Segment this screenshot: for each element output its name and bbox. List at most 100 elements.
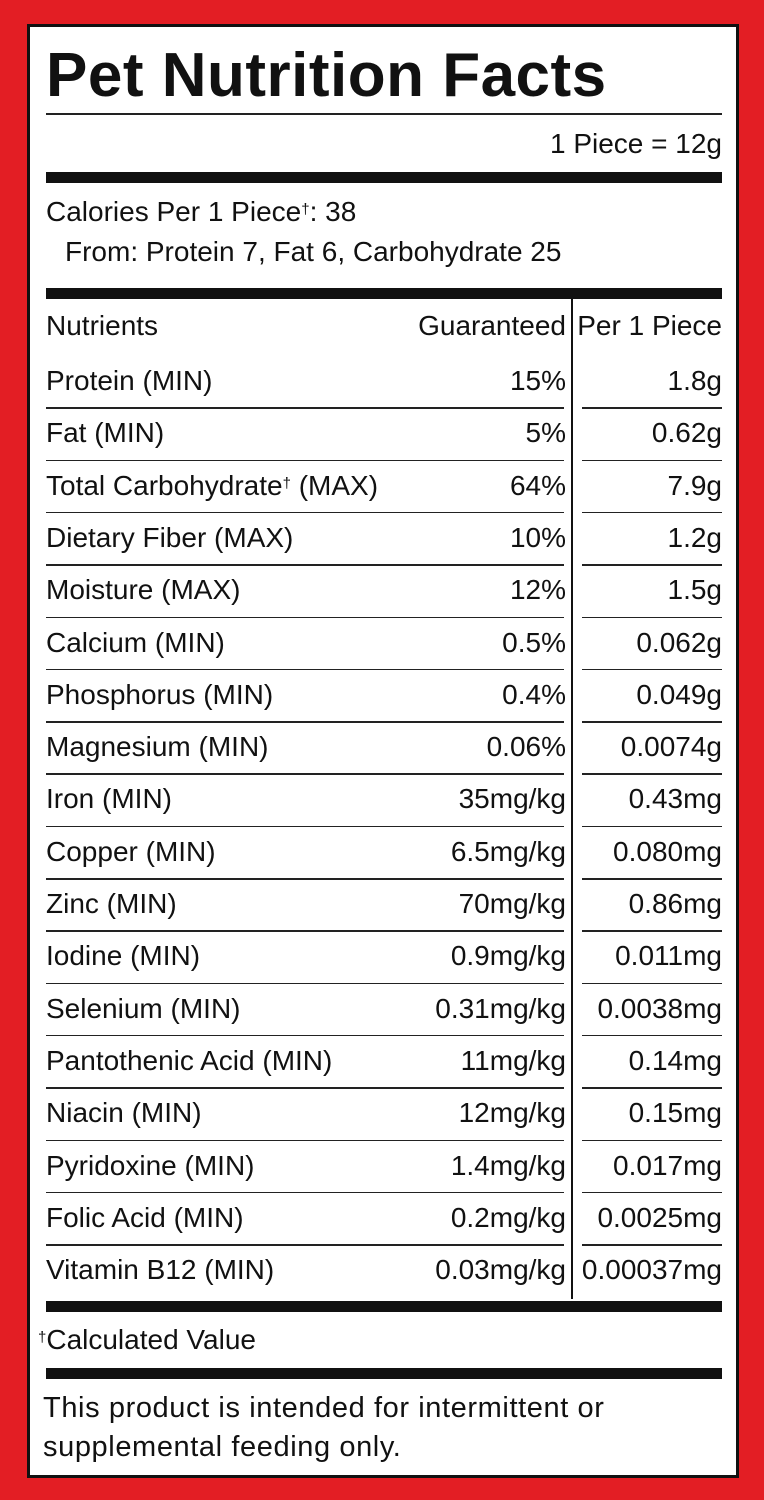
guaranteed: 0.03mg/kg <box>435 1254 566 1286</box>
row-rule <box>582 407 722 409</box>
row-rule <box>582 1191 722 1194</box>
nutrient-name: Pyridoxine (MIN) <box>46 1149 254 1183</box>
row-rule <box>582 616 722 618</box>
row-rule <box>46 1191 564 1194</box>
per-piece: 1.2g <box>667 521 723 553</box>
row-rule <box>46 459 564 462</box>
row-rule <box>582 1244 722 1246</box>
header-per-piece: Per 1 Piece <box>577 310 722 341</box>
row-rule <box>582 930 722 932</box>
row-rule <box>582 1087 722 1089</box>
per-piece: 0.14mg <box>628 1044 722 1076</box>
header-guaranteed: Guaranteed <box>418 310 566 341</box>
nutrient-name: Iodine (MIN) <box>46 939 200 973</box>
guaranteed: 64% <box>509 469 566 501</box>
per-piece: 0.86mg <box>628 888 722 919</box>
nutrient-name: Magnesium (MIN) <box>46 730 268 764</box>
rule <box>46 113 722 115</box>
row-rule <box>46 511 564 514</box>
row-rule <box>582 459 722 462</box>
per-piece: 0.049g <box>636 678 722 710</box>
guaranteed: 70mg/kg <box>458 888 566 919</box>
name-text: Folic Acid (MIN) <box>46 1201 244 1233</box>
guaranteed: 1.4mg/kg <box>450 1149 566 1181</box>
thick-rule <box>46 1301 722 1312</box>
nutrient-name: Moisture (MAX) <box>46 573 240 607</box>
row-rule <box>46 668 564 671</box>
name-text: Phosphorus (MIN) <box>46 678 274 710</box>
row-rule <box>46 982 564 985</box>
row-rule <box>46 1087 564 1089</box>
row-rule <box>582 773 722 775</box>
name-text: Protein (MIN) <box>46 365 213 396</box>
row-rule <box>582 721 722 723</box>
calories: Calories Per 1 Piece†: 38 <box>46 195 356 229</box>
thick-rule <box>46 172 722 183</box>
guaranteed: 5% <box>525 417 566 449</box>
row-rule <box>46 721 564 723</box>
per-piece: 1.8g <box>667 365 723 396</box>
nutrient-name: Dietary Fiber (MAX) <box>46 521 293 555</box>
name-text: Niacin (MIN) <box>46 1097 202 1129</box>
guaranteed: 0.2mg/kg <box>450 1201 566 1233</box>
dagger: † <box>301 201 310 218</box>
per-piece: 0.011mg <box>615 940 722 972</box>
row-rule <box>582 511 722 514</box>
row-rule <box>582 1139 722 1141</box>
row-rule <box>582 668 722 671</box>
column-divider <box>571 299 573 1299</box>
title: Pet Nutrition Facts <box>46 41 607 110</box>
row-rule <box>582 564 722 566</box>
guaranteed: 0.31mg/kg <box>435 992 566 1024</box>
per-piece: 7.9g <box>667 469 723 501</box>
row-rule <box>46 564 564 566</box>
per-piece: 0.0038mg <box>597 992 722 1024</box>
name-text: Pantothenic Acid (MIN) <box>46 1044 333 1076</box>
header-nutrients: Nutrients <box>46 310 159 341</box>
thick-rule <box>46 288 722 299</box>
row-rule <box>46 407 564 409</box>
nutrient-name: Copper (MIN) <box>46 835 216 869</box>
guaranteed: 0.06% <box>486 731 566 763</box>
guaranteed: 0.4% <box>502 678 566 710</box>
name-text: Moisture (MAX) <box>46 574 241 606</box>
name-suffix: (MAX) <box>290 469 379 501</box>
nutrient-name: Calcium (MIN) <box>46 626 225 660</box>
name-text: Copper (MIN) <box>46 835 216 867</box>
nutrient-name: Zinc (MIN) <box>46 887 177 921</box>
row-rule <box>582 878 722 880</box>
calories-value: : 38 <box>309 196 357 227</box>
guaranteed: 35mg/kg <box>458 783 566 815</box>
row-rule <box>582 825 722 828</box>
nutrient-name: Protein (MIN) <box>46 364 212 398</box>
nutrient-name: Phosphorus (MIN) <box>46 678 273 712</box>
name-text: Total Carbohydrate <box>46 469 283 501</box>
name-text: Vitamin B12 (MIN) <box>46 1254 275 1286</box>
row-rule <box>46 930 564 932</box>
name-text: Zinc (MIN) <box>46 888 177 919</box>
row-rule <box>582 1034 722 1037</box>
name-text: Fat (MIN) <box>46 417 165 449</box>
per-piece: 0.062g <box>636 626 722 658</box>
thick-rule <box>46 1368 722 1379</box>
nutrient-name: Pantothenic Acid (MIN) <box>46 1044 332 1078</box>
guaranteed: 6.5mg/kg <box>450 835 566 867</box>
nutrient-name: Total Carbohydrate† (MAX) <box>46 469 378 503</box>
footnote: †Calculated Value <box>38 1323 256 1357</box>
row-rule <box>582 982 722 985</box>
name-text: Iron (MIN) <box>46 783 172 815</box>
name-text: Selenium (MIN) <box>46 992 241 1024</box>
per-piece: 0.43mg <box>628 783 722 815</box>
per-piece: 0.080mg <box>613 835 722 867</box>
per-piece: 0.0025mg <box>597 1201 722 1233</box>
guaranteed: 0.9mg/kg <box>450 940 566 972</box>
row-rule <box>46 1034 564 1037</box>
guaranteed: 10% <box>509 521 566 553</box>
per-piece: 1.5g <box>667 574 723 606</box>
per-piece: 0.00037mg <box>581 1254 722 1286</box>
nutrient-name: Iron (MIN) <box>46 782 172 816</box>
row-rule <box>46 1244 564 1246</box>
dagger: † <box>38 1329 47 1346</box>
name-text: Pyridoxine (MIN) <box>46 1149 255 1181</box>
